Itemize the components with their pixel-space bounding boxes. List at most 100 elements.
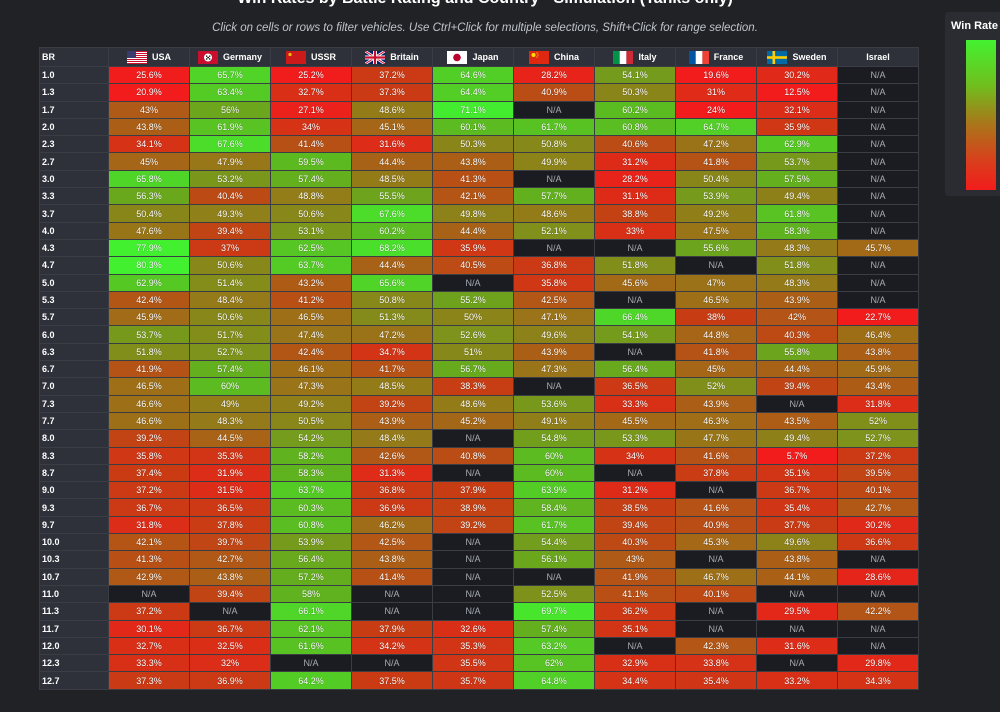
heatmap-cell-china[interactable]: 58.4% [513, 498, 595, 517]
table-row[interactable]: 12.3 33.3% 32% N/A N/A 35.5% 62% 32.9% 33.8% N/A 2… [39, 654, 919, 673]
heatmap-cell-china[interactable]: 50.8% [513, 135, 595, 154]
heatmap-cell-italy[interactable]: 32.9% [594, 654, 676, 673]
heatmap-cell-ussr[interactable]: 62.5% [270, 238, 352, 258]
table-row[interactable]: 1.7 43% 56% 27.1% 48.6% 71.1% N/A 60.2% 24% 32.1%… [39, 100, 919, 119]
heatmap-cell-ussr[interactable]: 58% [270, 584, 352, 604]
heatmap-cell-italy[interactable]: 36.5% [594, 377, 676, 396]
table-row[interactable]: 3.7 50.4% 49.3% 50.6% 67.6% 49.8% 48.6% 38.8% 49… [39, 204, 919, 223]
heatmap-cell-china[interactable]: 61.7% [513, 117, 595, 137]
heatmap-cell-usa[interactable]: 47.6% [108, 221, 190, 240]
heatmap-cell-usa[interactable]: 41.3% [108, 550, 190, 569]
heatmap-cell-italy[interactable]: 38.8% [594, 204, 676, 223]
heatmap-cell-france[interactable]: N/A [675, 619, 757, 638]
heatmap-cell-ussr[interactable]: 43.2% [270, 273, 352, 292]
heatmap-cell-usa[interactable]: 37.2% [108, 481, 190, 500]
heatmap-cell-britain[interactable]: 37.2% [351, 65, 433, 85]
heatmap-cell-germany[interactable]: 37.8% [189, 515, 271, 535]
br-row-label[interactable]: 9.7 [39, 515, 109, 535]
heatmap-cell-usa[interactable]: 35.8% [108, 446, 190, 465]
br-row-label[interactable]: 11.7 [39, 619, 109, 638]
br-row-label[interactable]: 5.7 [39, 308, 109, 327]
br-row-label[interactable]: 2.0 [39, 117, 109, 137]
table-row[interactable]: 8.7 37.4% 31.9% 58.3% 31.3% N/A 60% N/A 37.8% 35.… [39, 463, 919, 483]
heatmap-cell-japan[interactable]: N/A [432, 602, 514, 621]
br-row-label[interactable]: 5.3 [39, 290, 109, 310]
heatmap-cell-germany[interactable]: 63.4% [189, 83, 271, 102]
br-row-label[interactable]: 12.3 [39, 654, 109, 673]
br-row-label[interactable]: 2.3 [39, 135, 109, 154]
br-row-label[interactable]: 4.3 [39, 238, 109, 258]
heatmap-cell-sweden[interactable]: 30.2% [756, 65, 838, 85]
heatmap-cell-japan[interactable]: 56.7% [432, 360, 514, 379]
table-row[interactable]: 10.3 41.3% 42.7% 56.4% 43.8% N/A 56.1% 43% N/A 43… [39, 550, 919, 569]
heatmap-cell-israel[interactable]: 28.6% [837, 567, 919, 586]
heatmap-cell-usa[interactable]: 77.9% [108, 238, 190, 258]
heatmap-cell-germany[interactable]: 31.5% [189, 481, 271, 500]
heatmap-cell-italy[interactable]: 50.3% [594, 83, 676, 102]
heatmap-cell-ussr[interactable]: 54.2% [270, 429, 352, 448]
heatmap-cell-japan[interactable]: 37.9% [432, 481, 514, 500]
heatmap-cell-france[interactable]: 46.7% [675, 567, 757, 586]
heatmap-cell-italy[interactable]: 51.8% [594, 256, 676, 275]
table-row[interactable]: 12.0 32.7% 32.5% 61.6% 34.2% 35.3% 63.2% N/A 42.… [39, 636, 919, 656]
heatmap-cell-japan[interactable]: 71.1% [432, 100, 514, 119]
heatmap-cell-britain[interactable]: 68.2% [351, 238, 433, 258]
heatmap-cell-sweden[interactable]: 29.5% [756, 602, 838, 621]
heatmap-cell-china[interactable]: 61.7% [513, 515, 595, 535]
br-row-label[interactable]: 5.0 [39, 273, 109, 292]
br-row-label[interactable]: 4.0 [39, 221, 109, 240]
heatmap-cell-italy[interactable]: 28.2% [594, 169, 676, 189]
heatmap-cell-france[interactable]: 44.8% [675, 325, 757, 344]
heatmap-cell-france[interactable]: 64.7% [675, 117, 757, 137]
heatmap-cell-usa[interactable]: 32.7% [108, 636, 190, 656]
heatmap-cell-china[interactable]: 49.6% [513, 325, 595, 344]
heatmap-cell-france[interactable]: 47.7% [675, 429, 757, 448]
heatmap-cell-sweden[interactable]: 43.9% [756, 290, 838, 310]
br-row-label[interactable]: 3.7 [39, 204, 109, 223]
br-row-label[interactable]: 12.0 [39, 636, 109, 656]
br-row-label[interactable]: 2.7 [39, 152, 109, 171]
heatmap-cell-usa[interactable]: 43.8% [108, 117, 190, 137]
column-header-france[interactable]: France [675, 47, 757, 67]
heatmap-cell-italy[interactable]: 31.2% [594, 481, 676, 500]
heatmap-cell-china[interactable]: 43.9% [513, 342, 595, 362]
table-row[interactable]: 7.0 46.5% 60% 47.3% 48.5% 38.3% N/A 36.5% 52% 39.… [39, 377, 919, 396]
heatmap-cell-japan[interactable]: 35.7% [432, 671, 514, 690]
heatmap-cell-usa[interactable]: 41.9% [108, 360, 190, 379]
table-row[interactable]: 10.0 42.1% 39.7% 53.9% 42.5% N/A 54.4% 40.3% 45.… [39, 533, 919, 552]
heatmap-cell-germany[interactable]: 39.7% [189, 533, 271, 552]
heatmap-cell-ussr[interactable]: 60.3% [270, 498, 352, 517]
heatmap-cell-ussr[interactable]: 32.7% [270, 83, 352, 102]
heatmap-cell-britain[interactable]: 36.8% [351, 481, 433, 500]
heatmap-cell-japan[interactable]: 48.6% [432, 394, 514, 413]
heatmap-cell-britain[interactable]: 41.4% [351, 567, 433, 586]
heatmap-cell-italy[interactable]: 38.5% [594, 498, 676, 517]
column-header-israel[interactable]: Israel [837, 47, 919, 67]
table-row[interactable]: 9.3 36.7% 36.5% 60.3% 36.9% 38.9% 58.4% 38.5% 41… [39, 498, 919, 517]
heatmap-cell-britain[interactable]: 44.4% [351, 152, 433, 171]
heatmap-cell-france[interactable]: 31% [675, 83, 757, 102]
table-row[interactable]: 9.7 31.8% 37.8% 60.8% 46.2% 39.2% 61.7% 39.4% 40… [39, 515, 919, 535]
table-row[interactable]: 4.3 77.9% 37% 62.5% 68.2% 35.9% N/A N/A 55.6% 48.… [39, 238, 919, 258]
heatmap-cell-britain[interactable]: 37.3% [351, 83, 433, 102]
heatmap-cell-france[interactable]: 35.4% [675, 671, 757, 690]
heatmap-cell-sweden[interactable]: N/A [756, 619, 838, 638]
heatmap-cell-china[interactable]: 48.6% [513, 204, 595, 223]
heatmap-cell-ussr[interactable]: 66.1% [270, 602, 352, 621]
heatmap-cell-sweden[interactable]: 31.6% [756, 636, 838, 656]
heatmap-cell-germany[interactable]: 60% [189, 377, 271, 396]
heatmap-cell-usa[interactable]: 39.2% [108, 429, 190, 448]
heatmap-cell-germany[interactable]: 47.9% [189, 152, 271, 171]
heatmap-cell-britain[interactable]: 37.9% [351, 619, 433, 638]
heatmap-cell-sweden[interactable]: 35.4% [756, 498, 838, 517]
heatmap-cell-france[interactable]: 40.9% [675, 515, 757, 535]
table-row[interactable]: 11.0 N/A 39.4% 58% N/A N/A 52.5% 41.1% 40.1% N/A N… [39, 584, 919, 604]
heatmap-cell-france[interactable]: 55.6% [675, 238, 757, 258]
table-row[interactable]: 3.3 56.3% 40.4% 48.8% 55.5% 42.1% 57.7% 31.1% 53… [39, 187, 919, 206]
heatmap-cell-china[interactable]: 52.5% [513, 584, 595, 604]
heatmap-cell-japan[interactable]: 32.6% [432, 619, 514, 638]
heatmap-cell-china[interactable]: 64.8% [513, 671, 595, 690]
heatmap-cell-france[interactable]: 45.3% [675, 533, 757, 552]
heatmap-cell-italy[interactable]: 36.2% [594, 602, 676, 621]
table-row[interactable]: 4.0 47.6% 39.4% 53.1% 60.2% 44.4% 52.1% 33% 47.5… [39, 221, 919, 240]
